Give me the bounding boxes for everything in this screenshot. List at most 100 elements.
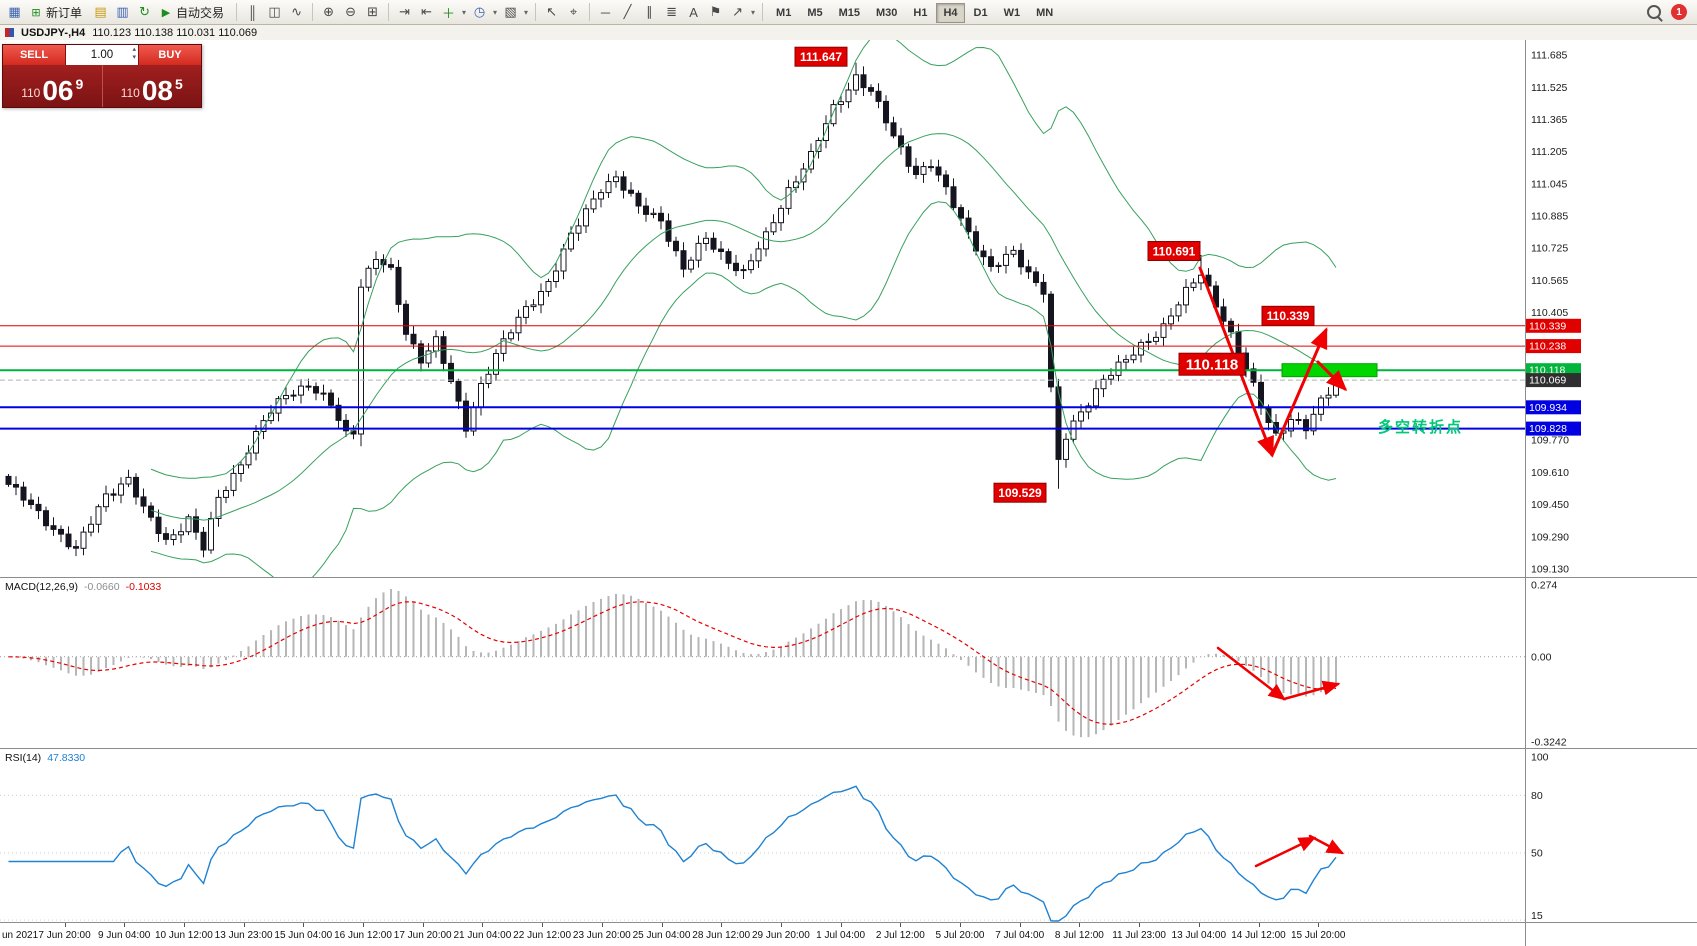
price-tick-label: 109.770: [1531, 435, 1569, 447]
time-label: 1 Jul 04:00: [816, 930, 866, 941]
candle-body: [725, 251, 732, 264]
candle-body: [373, 259, 379, 269]
profiles-icon[interactable]: ▤: [94, 4, 107, 19]
trendline-icon[interactable]: ╱: [623, 4, 632, 19]
price-label[interactable]: [794, 46, 848, 67]
timeframe-W1[interactable]: W1: [1003, 7, 1021, 19]
candle-body: [73, 546, 79, 549]
candle-body: [688, 259, 694, 270]
trend-arrow[interactable]: [1254, 836, 1317, 868]
candle-body: [710, 237, 717, 250]
periods-icon[interactable]: ◷: [473, 4, 486, 19]
volume-value[interactable]: 1.00: [90, 49, 114, 61]
time-label: 13 Jun 23:00: [214, 930, 273, 941]
periods-dropdown-caret[interactable]: ▾: [493, 7, 498, 17]
panel-splitter[interactable]: [0, 577, 1697, 578]
bar-chart-icon[interactable]: ║: [247, 4, 258, 20]
chart-shift-icon[interactable]: ⇤: [421, 4, 432, 19]
text-tool-icon[interactable]: A: [689, 4, 698, 20]
crosshair-icon[interactable]: ⌖: [569, 4, 578, 19]
market-watch-icon[interactable]: ▥: [116, 4, 129, 19]
shapes-icon[interactable]: ↗: [732, 4, 743, 19]
autotrading-button[interactable]: ▶ 自动交易: [156, 0, 231, 24]
timeframe-H4[interactable]: H4: [936, 3, 965, 23]
candle-body: [1108, 374, 1114, 380]
candle-body: [230, 472, 237, 491]
text-label-icon[interactable]: ⚑: [709, 4, 722, 19]
candle-body: [418, 343, 424, 364]
candlestick-chart-icon[interactable]: ◫: [268, 4, 281, 19]
panel-splitter[interactable]: [0, 922, 1697, 923]
sell-price[interactable]: 110 06 9: [3, 65, 102, 107]
trend-arrow[interactable]: [1270, 327, 1328, 457]
macd-title: MACD(12,26,9): [5, 581, 78, 593]
shapes-dropdown-caret[interactable]: ▾: [751, 7, 756, 17]
new-order-button[interactable]: ⊞ 新订单: [26, 0, 89, 24]
templates-dropdown-caret[interactable]: ▾: [524, 7, 529, 17]
buy-price[interactable]: 110 08 5: [103, 65, 202, 107]
candle-body: [58, 528, 64, 535]
macd-panel[interactable]: 0.274 0.00 -0.3242: [0, 578, 1697, 748]
price-label[interactable]: [993, 482, 1047, 503]
navigator-icon[interactable]: ↻: [139, 4, 150, 19]
price-label[interactable]: [1147, 241, 1201, 261]
volume-up-button[interactable]: ▴: [132, 46, 136, 53]
timeframe-MN[interactable]: MN: [1036, 7, 1054, 19]
timeframe-M30[interactable]: M30: [876, 7, 898, 19]
candle-body: [155, 516, 162, 535]
timeframe-M1[interactable]: M1: [776, 7, 792, 19]
candle-body: [988, 256, 994, 267]
trend-arrow[interactable]: [1316, 360, 1348, 392]
trend-arrow[interactable]: [1282, 680, 1341, 701]
candle-body: [493, 353, 499, 375]
candle-body: [958, 207, 964, 219]
timeframe-M15[interactable]: M15: [838, 7, 860, 19]
chart-window-icon[interactable]: ▦: [8, 4, 21, 19]
candle-body: [358, 286, 364, 435]
trend-arrow[interactable]: [1216, 646, 1286, 701]
timeframe-H1[interactable]: H1: [913, 7, 928, 19]
price-label[interactable]: [1178, 352, 1246, 376]
indicators-icon[interactable]: ＋: [442, 5, 456, 21]
rsi-axis-label: 100: [1531, 752, 1549, 764]
equidistant-channel-icon[interactable]: ∥: [646, 4, 653, 19]
price-tag-text: 109.828: [1529, 423, 1567, 435]
time-tick: [124, 923, 126, 927]
trend-arrow[interactable]: [1308, 834, 1345, 855]
candle-body: [1048, 293, 1054, 388]
price-tick-label: 110.885: [1531, 211, 1568, 223]
volume-down-button[interactable]: ▾: [132, 54, 136, 61]
volume-field[interactable]: 1.00 ▴ ▾: [65, 45, 139, 65]
annotation-text[interactable]: 多空转折点: [1378, 418, 1463, 436]
horizontal-line-icon[interactable]: ─: [600, 4, 611, 20]
main-chart[interactable]: 多空转折点 111.647 110.691 110.339 110.118 109.529…: [0, 40, 1697, 577]
tile-windows-icon[interactable]: ⊞: [367, 4, 378, 19]
notifications-badge[interactable]: 1: [1671, 4, 1687, 20]
toolbar-separator: [236, 3, 238, 21]
rsi-panel[interactable]: 100 80 50 15: [0, 749, 1697, 922]
time-axis[interactable]: un 2021 7 Jun 20:00 9 Jun 04:00 10 Jun 12:0…: [0, 923, 1697, 946]
time-label: 25 Jun 04:00: [632, 930, 691, 941]
buy-button[interactable]: BUY: [139, 45, 201, 65]
search-icon[interactable]: [1647, 5, 1661, 19]
timeframe-M5[interactable]: M5: [807, 7, 823, 19]
fibonacci-icon[interactable]: ≣: [666, 4, 677, 19]
candle-body: [13, 484, 19, 488]
time-label: 22 Jun 12:00: [513, 930, 572, 941]
time-tick: [1079, 923, 1081, 927]
zoom-in-icon[interactable]: ⊕: [323, 4, 334, 19]
timeframe-D1[interactable]: D1: [973, 7, 988, 19]
sell-button[interactable]: SELL: [3, 45, 65, 65]
price-label[interactable]: [1261, 305, 1315, 326]
zoom-out-icon[interactable]: ⊖: [345, 4, 356, 19]
cursor-icon[interactable]: ↖: [546, 4, 557, 19]
auto-scroll-icon[interactable]: ⇥: [399, 4, 410, 19]
candle-body: [538, 291, 544, 306]
buy-price-prefix: 110: [120, 86, 140, 100]
candle-body: [1145, 340, 1152, 343]
templates-icon[interactable]: ▧: [504, 4, 517, 19]
line-chart-icon[interactable]: ∿: [291, 4, 302, 19]
candle-body: [125, 476, 132, 485]
indicators-dropdown-caret[interactable]: ▾: [462, 7, 467, 17]
panel-splitter[interactable]: [0, 748, 1697, 749]
